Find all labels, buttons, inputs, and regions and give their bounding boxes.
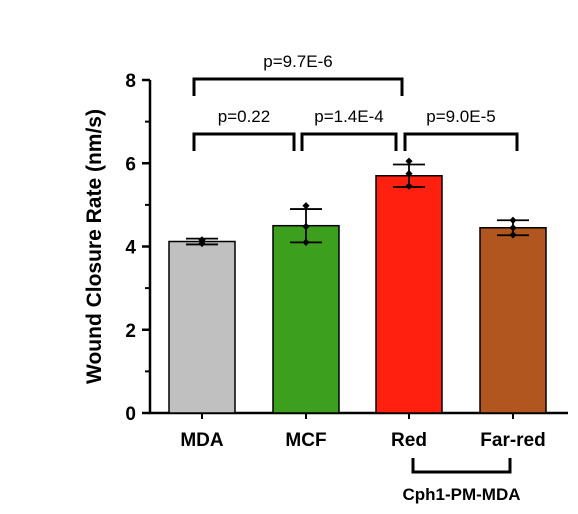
significance-bracket (403, 132, 519, 151)
error-bars-layer (186, 163, 529, 246)
significance-bracket (192, 132, 296, 151)
data-point (405, 157, 413, 165)
data-point (509, 224, 517, 232)
bar (272, 224, 340, 414)
group-bracket (411, 458, 512, 474)
category-label: Red (391, 430, 427, 451)
group-bracket-label: Cph1-PM-MDA (402, 485, 520, 504)
p-value-label: p=9.0E-5 (426, 107, 495, 126)
y-tick-label: 4 (125, 238, 136, 259)
category-label: MCF (285, 430, 326, 451)
data-point (509, 231, 517, 239)
significance-brackets-layer: p=0.22 p=1.4E-4 p=9.0E-5 p=9.7E-6 (192, 52, 519, 151)
data-point (302, 222, 310, 231)
data-point (198, 236, 206, 244)
data-point (302, 202, 310, 210)
p-value-label: p=1.4E-4 (314, 107, 383, 126)
bar (168, 240, 236, 414)
data-point (405, 182, 413, 190)
bar (479, 227, 547, 414)
significance-bracket (192, 77, 404, 96)
y-tick-label: 2 (125, 321, 136, 342)
p-value-label: p=9.7E-6 (263, 52, 332, 71)
y-tick-label: 0 (125, 404, 136, 425)
category-label: MDA (180, 430, 224, 451)
p-value-label: p=0.22 (218, 107, 270, 126)
labels-layer: MDA MCF Red Far-red Cph1-PM-MDA (180, 430, 545, 504)
data-point (302, 238, 310, 246)
data-points-layer (198, 157, 517, 248)
bar (375, 174, 443, 414)
y-axis-title: Wound Closure Rate (nm/s) (83, 109, 106, 384)
category-label: Far-red (480, 430, 545, 451)
significance-bracket (300, 132, 398, 151)
bars-layer (168, 174, 547, 414)
y-tick-label: 8 (125, 71, 136, 92)
y-tick-label: 6 (125, 154, 136, 175)
data-point (509, 216, 517, 224)
data-point (405, 170, 413, 178)
